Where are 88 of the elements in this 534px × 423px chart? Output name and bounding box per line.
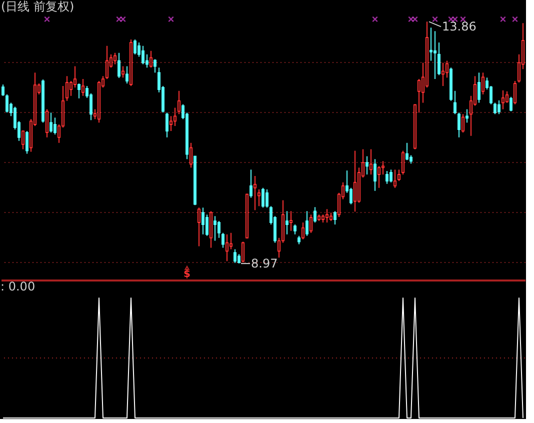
candlestick <box>78 83 80 99</box>
candlestick <box>106 45 108 80</box>
candlestick <box>334 210 336 225</box>
candlestick <box>54 117 56 135</box>
candlestick <box>126 66 128 84</box>
candlestick <box>134 38 136 55</box>
candlestick <box>114 52 116 65</box>
candlestick <box>290 210 292 232</box>
candlestick <box>46 108 48 138</box>
candlestick <box>174 107 176 127</box>
candlestick <box>146 54 148 68</box>
candlestick <box>238 254 240 264</box>
candlestick <box>122 66 124 78</box>
candlestick <box>258 188 260 207</box>
candlestick <box>66 76 68 102</box>
candlestick <box>70 80 72 96</box>
chart-title: (日线 前复权) <box>1 0 74 14</box>
candlestick <box>374 158 376 192</box>
candlestick <box>214 216 216 242</box>
candlestick <box>6 94 8 114</box>
candlestick <box>166 112 168 138</box>
candlestick <box>438 42 440 76</box>
candlestick <box>190 142 192 168</box>
candlestick <box>266 188 268 208</box>
candlestick <box>226 234 228 262</box>
candlestick <box>494 102 496 115</box>
candlestick <box>370 148 372 176</box>
candlestick <box>26 130 28 154</box>
candlestick <box>310 214 312 234</box>
candlestick <box>2 84 4 96</box>
candlestick <box>402 150 404 176</box>
candlestick <box>394 169 396 188</box>
candlestick <box>154 58 156 74</box>
candlestick <box>434 30 436 80</box>
candlestick <box>466 108 468 124</box>
candlestick <box>398 169 400 182</box>
annotation: 8.97 <box>251 256 278 271</box>
candlestick <box>202 207 204 235</box>
candlestick <box>242 241 244 264</box>
data-label: $ <box>184 269 191 280</box>
annotation: 13.86 <box>442 20 476 34</box>
candlestick <box>198 207 200 247</box>
candlestick <box>462 114 464 133</box>
candlestick <box>366 156 368 176</box>
candlestick <box>406 142 408 161</box>
candlestick <box>22 130 24 150</box>
candlestick <box>234 248 236 264</box>
candlestick <box>502 90 504 110</box>
candlestick <box>294 224 296 235</box>
candlestick <box>498 100 500 115</box>
candlestick <box>218 220 220 238</box>
candlestick <box>118 52 120 79</box>
candlestick <box>230 232 232 250</box>
candlestick <box>50 112 52 133</box>
candlestick <box>302 222 304 240</box>
candlestick <box>350 187 352 205</box>
candlestick <box>478 72 480 104</box>
candlestick <box>506 90 508 104</box>
candlestick <box>354 150 356 212</box>
candlestick <box>178 90 180 115</box>
candlestick <box>390 169 392 183</box>
candlestick <box>514 80 516 105</box>
candlestick <box>262 187 264 208</box>
candlestick <box>418 78 420 114</box>
candlestick <box>454 90 456 115</box>
candlestick <box>254 176 256 211</box>
candlestick <box>314 206 316 223</box>
candlestick <box>222 232 224 248</box>
candlestick <box>378 166 380 188</box>
candlestick <box>82 78 84 96</box>
candlestick <box>458 112 460 138</box>
candlestick <box>442 62 444 86</box>
candlestick <box>170 116 172 132</box>
candlestick <box>74 66 76 88</box>
chart-title: : 0.00 <box>0 280 36 294</box>
candlestick <box>510 96 512 112</box>
candlestick <box>446 60 448 78</box>
candlestick <box>286 210 288 235</box>
candlestick <box>386 170 388 184</box>
candlestick <box>482 72 484 95</box>
candlestick <box>306 210 308 236</box>
candlestick <box>150 50 152 68</box>
candlestick <box>326 208 328 223</box>
candlestick <box>382 160 384 176</box>
candlestick <box>142 45 144 65</box>
candlestick <box>250 169 252 198</box>
candlestick <box>206 214 208 236</box>
candlestick <box>430 27 432 62</box>
